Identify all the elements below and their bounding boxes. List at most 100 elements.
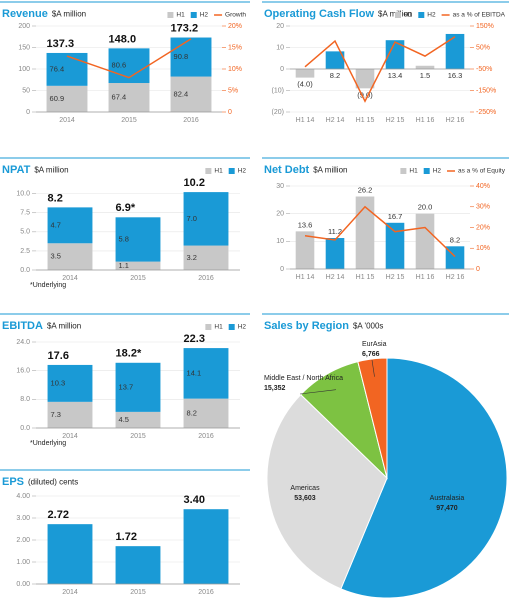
x-tick-label: 2016: [198, 589, 214, 596]
legend-label: H1: [404, 12, 413, 19]
value-label: (4.0): [297, 80, 313, 89]
value-label: 8.2: [187, 408, 197, 417]
value-label: 60.9: [50, 94, 65, 103]
bar: [183, 245, 229, 270]
total-label: 8.2: [48, 192, 63, 204]
legend-swatch: [190, 12, 197, 18]
bar: [47, 401, 93, 428]
y-tick-label: 2.5: [20, 248, 30, 255]
y-tick-label: 16.0: [16, 368, 30, 375]
legend-swatch: [400, 168, 407, 174]
leader-line: [299, 389, 337, 395]
y-tick-label: 8.0: [20, 396, 30, 403]
y-tick-label: 10.0: [16, 190, 30, 197]
bar: [47, 243, 93, 270]
bar: [385, 222, 405, 269]
bar: [170, 76, 212, 112]
legend-swatch: [167, 12, 174, 18]
x-tick-label: H2 14: [326, 274, 345, 281]
footnote: *Underlying: [30, 440, 66, 447]
y-tick-label: 20: [276, 23, 284, 30]
bar: [183, 192, 229, 246]
value-label: 82.4: [174, 89, 189, 98]
value-label: (9.0): [357, 90, 373, 99]
value-label: 3.40: [184, 494, 205, 506]
value-label: 26.2: [358, 185, 373, 194]
value-label: 3.5: [51, 252, 61, 261]
slice-value: 6,766: [362, 351, 380, 358]
total-label: 10.2: [184, 177, 205, 189]
x-tick-label: H2 16: [446, 117, 465, 124]
x-tick-label: 2015: [130, 433, 146, 440]
bar: [46, 52, 88, 86]
slice-label: EurAsia: [362, 341, 387, 348]
bar: [183, 348, 229, 399]
y-tick-label: 0: [280, 66, 284, 73]
y2-tick-label: 0: [228, 109, 232, 116]
x-tick-label: H1 15: [356, 274, 375, 281]
y-tick-label: 24.0: [16, 339, 30, 346]
y-tick-label: 2.00: [16, 537, 30, 544]
chart-subtitle: $A million: [313, 166, 347, 175]
y2-tick-label: 20%: [228, 23, 242, 30]
slice-value: 53,603: [294, 495, 316, 502]
bar: [108, 83, 150, 112]
value-label: 4.7: [51, 220, 61, 229]
total-label: 17.6: [48, 350, 69, 362]
bar: [325, 238, 345, 269]
legend-label: H2: [427, 12, 436, 19]
y-tick-label: 100: [18, 66, 30, 73]
value-label: 7.0: [187, 214, 197, 223]
bar: [355, 196, 375, 269]
chart-title: Sales by Region: [264, 320, 349, 332]
value-label: 16.3: [448, 71, 463, 80]
total-label: 18.2*: [116, 348, 142, 360]
bar: [115, 362, 161, 412]
y-tick-label: 0.0: [20, 267, 30, 274]
line-series: [66, 38, 192, 79]
y2-tick-label: 10%: [228, 66, 242, 73]
y2-tick-label: 0: [476, 266, 480, 273]
value-label: 4.5: [119, 415, 129, 424]
bar: [183, 398, 229, 428]
x-tick-label: 2016: [198, 433, 214, 440]
x-tick-label: 2016: [198, 275, 214, 282]
line-series: [304, 36, 456, 103]
x-tick-label: H2 14: [326, 117, 345, 124]
bar: [445, 33, 465, 69]
legend-swatch: [228, 168, 235, 174]
x-tick-label: 2016: [183, 117, 199, 124]
legend-label: H2: [238, 324, 247, 331]
chart-title: EBITDA: [2, 320, 43, 332]
bar: [295, 69, 315, 78]
y2-tick-label: -250%: [476, 109, 496, 116]
total-label: 22.3: [184, 333, 205, 345]
bar: [46, 85, 88, 112]
pie-slice: [357, 357, 388, 479]
x-tick-label: H2 16: [446, 274, 465, 281]
legend-label: H2: [200, 12, 209, 19]
bar: [355, 69, 375, 89]
value-label: 16.7: [388, 212, 403, 221]
bar: [115, 546, 161, 584]
bar: [415, 65, 435, 69]
legend-label: H2: [433, 168, 442, 175]
y2-tick-label: -50%: [476, 66, 492, 73]
legend-label: H1: [214, 324, 223, 331]
x-tick-label: 2014: [62, 589, 78, 596]
legend-swatch: [394, 12, 401, 18]
legend-label: H1: [409, 168, 418, 175]
slice-label: Middle East / North Africa: [264, 375, 343, 382]
y2-tick-label: 50%: [476, 44, 490, 51]
y-tick-label: 50: [22, 87, 30, 94]
chart-title: Net Debt: [264, 164, 310, 176]
y-tick-label: 150: [18, 44, 30, 51]
y-tick-label: 200: [18, 23, 30, 30]
legend-swatch: [228, 324, 235, 330]
x-tick-label: 2015: [130, 275, 146, 282]
y-tick-label: 0: [26, 109, 30, 116]
slice-value: 97,470: [436, 505, 458, 512]
y2-tick-label: 10%: [476, 245, 490, 252]
y-tick-label: 0.0: [20, 425, 30, 432]
